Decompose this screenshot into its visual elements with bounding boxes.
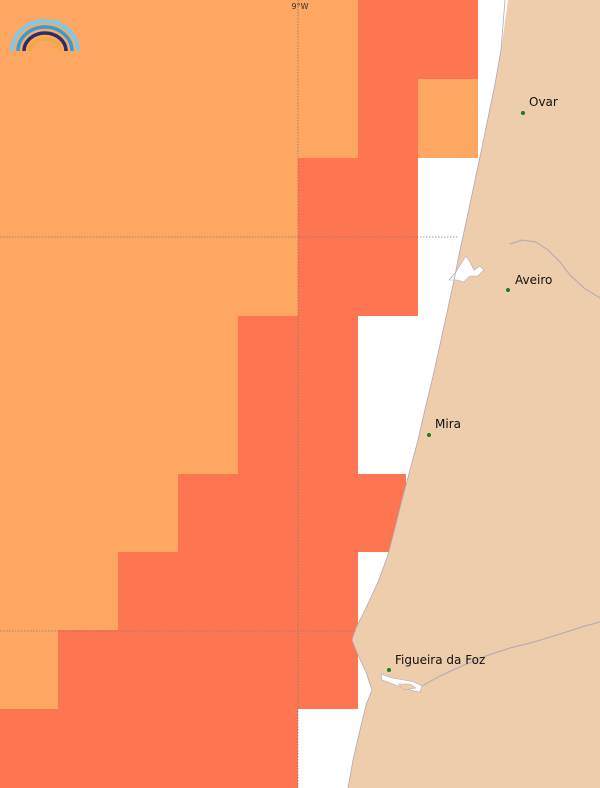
forecast-cell [0,630,58,709]
land-portugal [348,0,600,788]
forecast-cell [178,474,358,552]
vouga-river [509,239,600,299]
city-marker [387,668,391,672]
forecast-cell [358,0,478,79]
mondego-island [397,683,417,691]
forecast-cell [58,630,358,709]
coastline [347,0,506,788]
city-mira[interactable]: Mira [427,417,461,437]
city-ovar[interactable]: Ovar [521,95,558,115]
city-aveiro[interactable]: Aveiro [506,273,552,292]
forecast-cell [0,709,298,788]
city-label: Aveiro [515,273,552,287]
forecast-cell [0,158,298,316]
rainbow-logo-icon [10,19,80,52]
longitude-label: 9°W [292,2,309,11]
forecast-grid [0,0,478,788]
graticule: 9°W [0,0,458,788]
forecast-cell [358,79,418,158]
city-marker [521,111,525,115]
forecast-cell [418,79,478,158]
mondego-river [421,621,600,687]
forecast-cell [118,552,358,630]
forecast-cell [0,316,238,474]
city-label: Figueira da Foz [395,653,485,667]
city-figueira-da-foz[interactable]: Figueira da Foz [387,653,485,672]
aveiro-lagoon [448,255,485,283]
city-label: Mira [435,417,461,431]
city-label: Ovar [529,95,558,109]
city-marker [506,288,510,292]
forecast-cell [0,552,118,630]
city-marker [427,433,431,437]
forecast-cell [0,474,178,552]
